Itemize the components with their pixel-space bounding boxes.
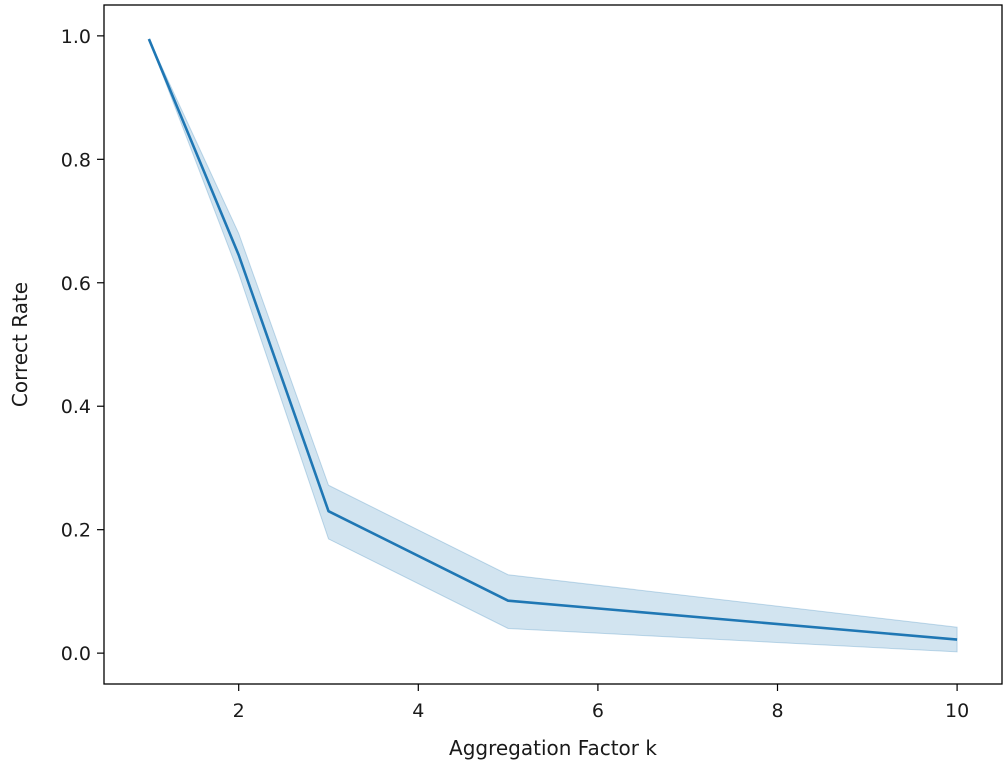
y-tick-label: 0.8 — [61, 149, 91, 171]
y-tick-label: 0.4 — [61, 396, 91, 418]
x-tick-label: 2 — [233, 700, 245, 722]
x-tick-label: 4 — [412, 700, 424, 722]
y-axis-label: Correct Rate — [8, 282, 32, 407]
y-tick-label: 0.6 — [61, 273, 91, 295]
x-tick-label: 10 — [945, 700, 969, 722]
y-tick-label: 1.0 — [61, 26, 91, 48]
x-tick-label: 8 — [771, 700, 783, 722]
x-tick-label: 6 — [592, 700, 604, 722]
plot-frame — [103, 4, 1003, 685]
series-line — [147, 38, 958, 641]
y-tick-label: 0.0 — [61, 643, 91, 665]
y-tick-label: 0.2 — [61, 520, 91, 542]
confidence-band — [148, 38, 958, 653]
x-axis-label: Aggregation Factor k — [449, 736, 657, 760]
